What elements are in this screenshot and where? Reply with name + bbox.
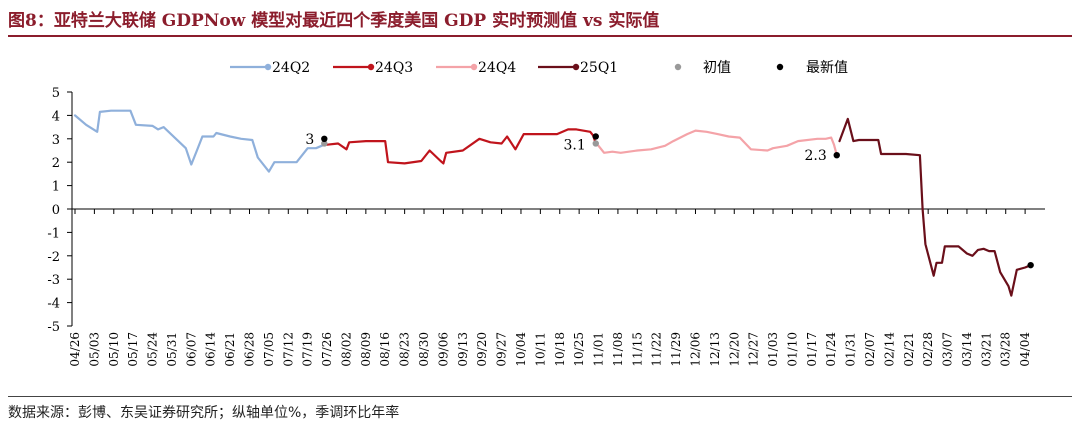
x-tick-label: 01/03 [766,332,780,367]
x-tick-label: 05/31 [165,332,179,367]
legend-label-24q4: 24Q4 [478,60,516,76]
x-tick-label: 07/19 [301,332,315,367]
y-tick-label: 0 [52,203,60,218]
legend-dot-25q1 [572,63,580,71]
chart-series [73,109,1032,297]
x-tick-label: 12/06 [688,332,702,367]
x-tick-label: 03/21 [979,332,993,367]
x-tick-label: 10/11 [533,332,547,367]
series-line-24q4 [597,129,838,157]
legend-dot-24q4 [470,63,478,71]
x-tick-label: 05/03 [87,332,101,367]
x-tick-label: 05/17 [126,332,140,367]
x-tick-label: 08/09 [359,332,373,367]
x-tick-label: 09/20 [475,332,489,367]
legend-initial-label: 初值 [703,59,731,76]
x-tick-label: 06/07 [184,332,198,367]
latest-value-label: 2.3 [804,148,826,164]
title-divider [8,35,1072,37]
chart-axes: 5 4 3 2 1 0 -1 -2 -3 -4 -5 04/26 05/03 05/10 05/17 05/2… [47,86,1045,367]
legend-label-25q1: 25Q1 [580,60,618,76]
x-tick-label: 03/14 [960,332,974,367]
x-tick-label: 07/12 [281,332,295,367]
x-tick-label: 08/02 [339,332,353,367]
x-tick-label: 11/29 [669,332,683,367]
x-tick-label: 04/26 [68,332,82,367]
initial-value-marker [321,140,328,147]
x-tick-label: 02/07 [863,332,877,367]
y-tick-label: 4 [52,109,60,124]
figure-title: 图8：亚特兰大联储 GDPNow 模型对最近四个季度美国 GDP 实时预测值 v… [8,11,660,31]
y-tick-label: 1 [52,180,60,195]
x-tick-label: 03/28 [999,332,1013,367]
footer-divider [8,396,1072,397]
series-line-24q2 [73,109,326,173]
x-tick-label: 06/14 [204,332,218,367]
x-tick-label: 08/16 [378,332,392,367]
y-tick-label: 5 [52,86,60,101]
legend-dot-24q3 [367,63,375,71]
source-note: 数据来源：彭博、东吴证券研究所；纵轴单位%，季调环比年率 [8,405,400,421]
y-tick-label: -4 [47,297,60,312]
y-tick-label: -3 [47,273,60,288]
x-tick-label: 01/24 [824,332,838,367]
y-tick-label: -5 [47,320,60,335]
x-tick-label: 08/23 [398,332,412,367]
legend-latest-dot [776,63,784,71]
x-tick-label: 06/21 [223,332,237,367]
y-tick-label: 2 [52,156,60,171]
y-tick-label: -1 [47,226,60,241]
x-tick-label: 01/31 [844,332,858,367]
x-tick-label: 05/24 [146,332,160,367]
x-tick-label: 11/15 [630,332,644,367]
legend-dot-24q2 [264,63,272,71]
legend-initial-dot [674,63,682,71]
x-tick-label: 09/27 [495,332,509,367]
x-tick-label: 01/17 [805,332,819,367]
latest-value-label: 3 [305,132,314,148]
x-tick-label: 02/14 [882,332,896,367]
initial-value-marker [592,140,599,147]
latest-value-marker [321,135,328,142]
x-tick-label: 12/27 [747,332,761,367]
x-tick-label: 11/22 [650,332,664,367]
x-tick-label: 07/05 [262,332,276,367]
x-tick-label: 05/10 [107,332,121,367]
latest-value-marker [592,133,599,140]
y-tick-label: 3 [52,133,60,148]
x-tick-label: 02/21 [902,332,916,367]
latest-value-marker [833,151,840,159]
x-tick-label: 11/01 [592,332,606,367]
legend: 24Q2 24Q3 24Q4 25Q1 初值 最新值 [230,59,848,76]
legend-label-24q2: 24Q2 [272,60,310,76]
x-tick-label: 03/07 [941,332,955,367]
x-tick-label: 09/06 [436,332,450,367]
series-line-24q3 [326,128,597,165]
series-line-25q1 [838,117,1032,297]
x-tick-label: 06/28 [243,332,257,367]
x-tick-label: 09/13 [456,332,470,367]
legend-latest-label: 最新值 [806,60,848,76]
x-tick-label: 02/28 [921,332,935,367]
x-tick-label: 10/04 [514,332,528,367]
x-tick-label: 12/13 [708,332,722,367]
initial-value-label: 3.1 [563,137,585,153]
x-tick-label: 04/04 [1018,332,1032,367]
x-tick-label: 08/30 [417,332,431,367]
x-tick-label: 01/10 [785,332,799,367]
y-tick-label: -2 [47,250,60,265]
legend-label-24q3: 24Q3 [375,60,413,76]
x-tick-label: 07/26 [320,332,334,367]
latest-value-marker [1027,261,1034,269]
x-tick-label: 11/08 [611,332,625,367]
chart-markers: 3.1 3 2.3 [305,132,1034,269]
x-tick-label: 10/25 [572,332,586,367]
x-tick-label: 12/20 [727,332,741,367]
x-tick-label: 10/18 [553,332,567,367]
